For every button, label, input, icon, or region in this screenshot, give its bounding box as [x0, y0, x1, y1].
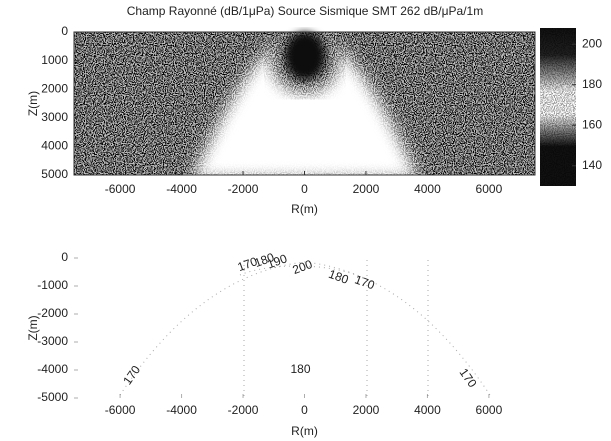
- colorbar-tick-label: 200: [582, 36, 602, 50]
- x-tick-label: -2000: [228, 182, 259, 196]
- x-tick-label: 2000: [353, 403, 380, 417]
- colorbar-tick-label: 160: [582, 117, 602, 131]
- y-axis-label: Z(m): [26, 315, 40, 340]
- contour-label: 170: [353, 272, 377, 292]
- y-tick-label: 0: [61, 24, 68, 38]
- x-tick-label: -4000: [166, 182, 197, 196]
- x-tick-label: 6000: [476, 403, 503, 417]
- contour-label: 170: [120, 363, 143, 388]
- y-tick-label: -3000: [37, 334, 68, 348]
- contour-label: 170: [457, 366, 480, 391]
- x-tick-label: -4000: [166, 403, 197, 417]
- contour-label: 180: [252, 250, 276, 270]
- colorbar: [540, 28, 576, 186]
- contour-lines: [119, 260, 491, 398]
- x-tick-label: 4000: [414, 403, 441, 417]
- x-tick-label: -2000: [228, 403, 259, 417]
- contour-label: 170: [236, 254, 260, 274]
- y-tick-label: -1000: [37, 278, 68, 292]
- contour-label: 190: [265, 251, 289, 271]
- x-tick-label: -6000: [105, 403, 136, 417]
- y-tick-label: 4000: [41, 139, 68, 153]
- colorbar-tick-label: 180: [582, 77, 602, 91]
- y-tick-label: 3000: [41, 110, 68, 124]
- x-axis-label: R(m): [291, 202, 318, 216]
- x-tick-label: 0: [301, 403, 308, 417]
- x-tick-label: 2000: [353, 182, 380, 196]
- y-tick-label: -4000: [37, 362, 68, 376]
- y-axis-label: Z(m): [26, 91, 40, 116]
- y-tick-label: -5000: [37, 390, 68, 404]
- y-tick-label: 2000: [41, 81, 68, 95]
- colorbar-tick-label: 140: [582, 158, 602, 172]
- y-tick-label: 0: [61, 250, 68, 264]
- contour-label: 180: [327, 267, 351, 287]
- y-tick-label: -2000: [37, 306, 68, 320]
- x-tick-label: 6000: [476, 182, 503, 196]
- x-tick-label: 0: [301, 182, 308, 196]
- x-tick-label: -6000: [105, 182, 136, 196]
- x-axis-label: R(m): [291, 424, 318, 438]
- x-tick-label: 4000: [414, 182, 441, 196]
- heatmap-field: [74, 32, 535, 175]
- y-tick-label: 1000: [41, 53, 68, 67]
- contour-label: 180: [290, 362, 310, 376]
- chart-title: Champ Rayonné (dB/1μPa) Source Sismique …: [127, 4, 483, 18]
- contour-label: 200: [291, 257, 315, 277]
- y-tick-label: 5000: [41, 167, 68, 181]
